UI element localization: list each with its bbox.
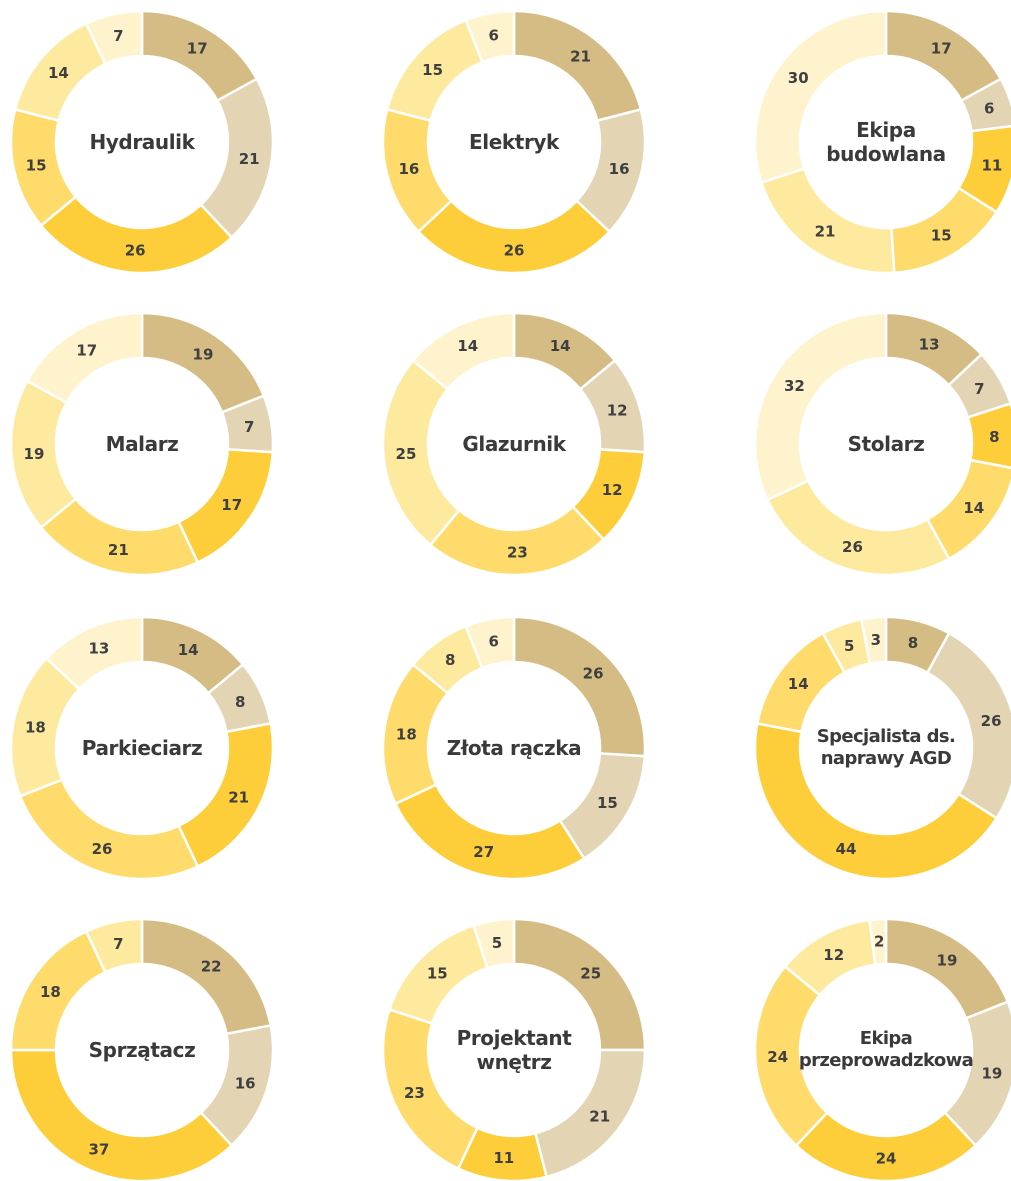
- chart-title: Projektant wnętrz: [449, 1006, 579, 1094]
- slice-value-label: 26: [842, 538, 863, 556]
- slice-value-label: 26: [981, 712, 1002, 730]
- slice-value-label: 25: [580, 964, 601, 982]
- donut-chart-stolarz: 13 7 8 14 26 32 Stolarz: [755, 313, 1011, 575]
- chart-title: Stolarz: [777, 400, 995, 488]
- slice-value-label: 15: [931, 226, 952, 244]
- slice-value-label: 21: [815, 223, 836, 241]
- slice-value-label: 5: [844, 637, 854, 655]
- donut-chart-projektant-wnetrz: 25 21 11 23 15 5 Projektant wnętrz: [383, 919, 645, 1181]
- slice-value-label: 30: [788, 69, 809, 87]
- donut-chart-ekipa-przeprowadzkowa: 19 19 24 24 12 2 Ekipa przeprowadzkowa: [755, 919, 1011, 1181]
- donut-slice: [430, 507, 603, 575]
- slice-value-label: 11: [493, 1149, 514, 1167]
- donut-slice: [41, 499, 198, 575]
- slice-value-label: 15: [597, 794, 618, 812]
- chart-title: Elektryk: [405, 98, 623, 186]
- slice-value-label: 6: [488, 26, 498, 44]
- chart-title: Ekipa budowlana: [821, 98, 951, 186]
- slice-value-label: 19: [937, 951, 958, 969]
- slice-value-label: 26: [504, 242, 525, 260]
- slice-value-label: 37: [88, 1141, 109, 1159]
- slice-value-label: 32: [784, 377, 805, 395]
- donut-chart-hydraulik: 17 21 26 15 14 7 Hydraulik: [11, 11, 273, 273]
- donut-chart-elektryk: 21 16 26 16 15 6 Elektryk: [383, 11, 645, 273]
- slice-value-label: 6: [488, 632, 498, 650]
- donut-slice: [767, 481, 949, 575]
- slice-value-label: 18: [40, 983, 61, 1001]
- donut-chart-ekipa-budowlana: 17 6 11 15 21 30 Ekipa budowlana: [755, 11, 1011, 273]
- slice-value-label: 14: [963, 499, 984, 517]
- slice-value-label: 14: [48, 64, 69, 82]
- donut-slice: [395, 785, 584, 879]
- chart-title: Parkieciarz: [33, 704, 251, 792]
- slice-value-label: 21: [570, 47, 591, 65]
- slice-value-label: 15: [427, 964, 448, 982]
- slice-value-label: 13: [919, 335, 940, 353]
- slice-value-label: 21: [108, 541, 129, 559]
- chart-title: Malarz: [33, 400, 251, 488]
- slice-value-label: 17: [76, 342, 97, 360]
- chart-title: Złota rączka: [405, 704, 623, 792]
- chart-title: Specjalista ds. naprawy AGD: [801, 704, 971, 792]
- slice-value-label: 22: [201, 957, 222, 975]
- slice-value-label: 21: [589, 1108, 610, 1126]
- chart-title: Ekipa przeprowadzkowa: [801, 1006, 971, 1094]
- donut-chart-specjalista-agd: 8 26 44 14 5 3 Specjalista ds. naprawy AGD: [755, 617, 1011, 879]
- slice-value-label: 26: [92, 840, 113, 858]
- slice-value-label: 12: [823, 946, 844, 964]
- slice-value-label: 24: [767, 1048, 788, 1066]
- slice-value-label: 2: [874, 933, 884, 951]
- slice-value-label: 26: [583, 665, 604, 683]
- donut-chart-sprzatacz: 22 16 37 18 7 Sprzątacz: [11, 919, 273, 1181]
- slice-value-label: 24: [876, 1150, 897, 1168]
- slice-value-label: 5: [492, 934, 502, 952]
- slice-value-label: 7: [113, 935, 123, 953]
- donut-slice: [41, 197, 232, 273]
- slice-value-label: 17: [221, 496, 242, 514]
- slice-value-label: 11: [981, 157, 1002, 175]
- donut-slice: [796, 1113, 975, 1181]
- slice-value-label: 8: [445, 651, 455, 669]
- slice-value-label: 26: [125, 241, 146, 259]
- slice-value-label: 6: [984, 99, 994, 117]
- chart-title: Glazurnik: [405, 400, 623, 488]
- slice-value-label: 13: [88, 639, 109, 657]
- slice-value-label: 8: [908, 634, 918, 652]
- slice-value-label: 14: [788, 675, 809, 693]
- donut-chart-malarz: 19 7 17 21 19 17 Malarz: [11, 313, 273, 575]
- donut-chart-parkieciarz: 14 8 21 26 18 13 Parkieciarz: [11, 617, 273, 879]
- chart-title: Hydraulik: [33, 98, 251, 186]
- slice-value-label: 15: [422, 61, 443, 79]
- slice-value-label: 19: [981, 1065, 1002, 1083]
- donut-slice: [419, 201, 610, 273]
- slice-value-label: 14: [178, 641, 199, 659]
- slice-value-label: 23: [404, 1084, 425, 1102]
- slice-value-label: 17: [187, 40, 208, 58]
- slice-value-label: 44: [836, 840, 857, 858]
- slice-value-label: 27: [473, 843, 494, 861]
- donut-slice: [20, 780, 198, 879]
- slice-value-label: 3: [871, 631, 881, 649]
- donut-chart-glazurnik: 14 12 12 23 25 14 Glazurnik: [383, 313, 645, 575]
- donut-chart-zlota-raczka: 26 15 27 18 8 6 Złota rączka: [383, 617, 645, 879]
- chart-title: Sprzątacz: [33, 1006, 251, 1094]
- slice-value-label: 14: [457, 337, 478, 355]
- slice-value-label: 7: [974, 380, 984, 398]
- slice-value-label: 19: [193, 345, 214, 363]
- slice-value-label: 17: [931, 40, 952, 58]
- slice-value-label: 7: [113, 27, 123, 45]
- slice-value-label: 23: [507, 543, 528, 561]
- slice-value-label: 14: [550, 337, 571, 355]
